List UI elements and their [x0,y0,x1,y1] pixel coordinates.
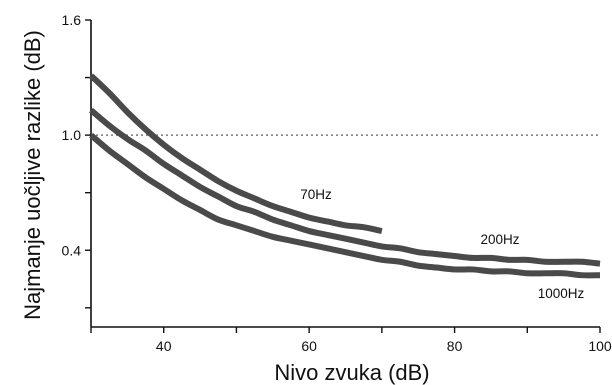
series-label-200hz: 200Hz [480,232,519,247]
series-line-70hz [88,73,383,234]
x-tick-label: 40 [156,338,172,354]
y-tick-label: 1.0 [62,127,82,143]
series-labels: 70Hz 200Hz 1000Hz [300,187,584,301]
y-tick-label: 0.4 [62,242,82,258]
series-line-1000hz [89,132,601,279]
y-tick-label: 1.6 [62,12,82,28]
series-line-200hz [89,107,601,267]
y-axis-title: Najmanje uočljive razlike (dB) [20,30,45,320]
x-ticks: 40 60 80 100 [90,327,612,354]
series-label-70hz: 70Hz [300,187,332,202]
x-tick-label: 60 [301,338,317,354]
series-lines [88,73,601,279]
x-axis-title: Nivo zvuka (dB) [274,360,429,385]
series-label-1000hz: 1000Hz [538,286,585,301]
x-tick-label: 80 [447,338,463,354]
x-tick-label: 100 [588,338,612,354]
axes [90,20,600,328]
y-ticks: 0.4 1.0 1.6 [62,12,91,309]
